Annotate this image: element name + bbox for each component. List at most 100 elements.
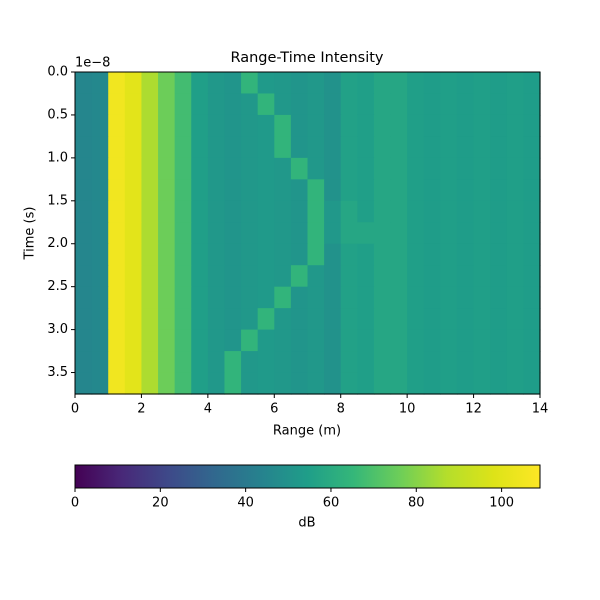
heatmap-cell bbox=[290, 222, 309, 245]
heatmap-cell bbox=[307, 72, 325, 95]
heatmap-cell bbox=[191, 329, 209, 352]
heatmap-cell bbox=[307, 243, 325, 266]
heatmap-cell bbox=[274, 286, 292, 309]
heatmap-cell bbox=[490, 265, 508, 288]
heatmap-cell bbox=[506, 265, 524, 288]
heatmap-cell bbox=[207, 329, 226, 352]
heatmap-cell bbox=[191, 265, 209, 288]
heatmap-cell bbox=[141, 114, 159, 137]
heatmap-cell bbox=[506, 351, 524, 374]
heatmap-cell bbox=[207, 72, 226, 95]
heatmap-cell bbox=[506, 136, 524, 159]
heatmap-cell bbox=[241, 93, 259, 116]
heatmap-cell bbox=[523, 222, 541, 245]
heatmap-cell bbox=[390, 222, 408, 245]
heatmap-cell bbox=[124, 372, 143, 395]
heatmap-cell bbox=[290, 114, 309, 137]
heatmap-cell bbox=[241, 372, 259, 395]
heatmap-cell bbox=[141, 243, 159, 266]
heatmap-cell bbox=[207, 286, 226, 309]
heatmap-cell bbox=[158, 114, 176, 137]
heatmap-cell bbox=[257, 222, 275, 245]
colorbar-tick-label: 100 bbox=[489, 496, 514, 511]
heatmap-cell bbox=[224, 136, 242, 159]
heatmap-cell bbox=[340, 72, 358, 95]
heatmap-cell bbox=[456, 72, 475, 95]
heatmap-cell bbox=[473, 243, 491, 266]
heatmap-cell bbox=[174, 286, 192, 309]
chart-title: Range-Time Intensity bbox=[230, 50, 383, 66]
heatmap-cell bbox=[207, 157, 226, 180]
heatmap-cell bbox=[490, 72, 508, 95]
heatmap-cell bbox=[473, 72, 491, 95]
heatmap-cell bbox=[290, 157, 309, 180]
heatmap-cell bbox=[124, 351, 143, 374]
y-axis-label: Time (s) bbox=[23, 207, 38, 261]
heatmap-cell bbox=[124, 72, 143, 95]
heatmap-cell bbox=[423, 179, 441, 202]
heatmap-cell bbox=[241, 72, 259, 95]
heatmap-cell bbox=[91, 308, 109, 331]
heatmap-cell bbox=[141, 372, 159, 395]
heatmap-cell bbox=[423, 200, 441, 223]
heatmap-cell bbox=[423, 93, 441, 116]
heatmap-cell bbox=[407, 136, 425, 159]
heatmap-cell bbox=[423, 222, 441, 245]
heatmap-cell bbox=[473, 265, 491, 288]
heatmap-cell bbox=[407, 265, 425, 288]
heatmap-cell bbox=[75, 265, 93, 288]
x-tick-label: 4 bbox=[204, 402, 212, 417]
heatmap-cell bbox=[290, 308, 309, 331]
heatmap-cell bbox=[456, 200, 475, 223]
heatmap-cell bbox=[91, 351, 109, 374]
heatmap-cell bbox=[191, 286, 209, 309]
heatmap-cell bbox=[357, 93, 375, 116]
heatmap-cell bbox=[257, 93, 275, 116]
heatmap-cell bbox=[224, 329, 242, 352]
heatmap-cell bbox=[257, 286, 275, 309]
heatmap-cell bbox=[390, 200, 408, 223]
heatmap-cell bbox=[473, 114, 491, 137]
heatmap-cell bbox=[324, 72, 342, 95]
heatmap-cell bbox=[108, 136, 126, 159]
heatmap-cell bbox=[307, 200, 325, 223]
heatmap-cell bbox=[274, 265, 292, 288]
heatmap-cell bbox=[324, 157, 342, 180]
heatmap-cell bbox=[124, 286, 143, 309]
colorbar-tick-label: 40 bbox=[237, 496, 254, 511]
heatmap-cell bbox=[473, 308, 491, 331]
heatmap-cell bbox=[523, 286, 541, 309]
x-tick-label: 14 bbox=[532, 402, 549, 417]
heatmap-cell bbox=[174, 351, 192, 374]
heatmap-cell bbox=[257, 157, 275, 180]
heatmap-cell bbox=[307, 308, 325, 331]
heatmap-cell bbox=[108, 265, 126, 288]
heatmap-cell bbox=[174, 136, 192, 159]
heatmap-cell bbox=[224, 372, 242, 395]
heatmap-cell bbox=[506, 372, 524, 395]
y-tick-label: 1.0 bbox=[47, 150, 68, 165]
heatmap-cell bbox=[456, 179, 475, 202]
heatmap-cell bbox=[75, 136, 93, 159]
heatmap-cell bbox=[456, 222, 475, 245]
heatmap-cell bbox=[158, 157, 176, 180]
heatmap-cell bbox=[340, 157, 358, 180]
heatmap-cell bbox=[307, 286, 325, 309]
heatmap-cell bbox=[124, 136, 143, 159]
heatmap-cell bbox=[141, 179, 159, 202]
heatmap-cell bbox=[473, 222, 491, 245]
heatmap-cell bbox=[390, 308, 408, 331]
heatmap-cell bbox=[440, 372, 458, 395]
heatmap-cell bbox=[141, 265, 159, 288]
heatmap-cell bbox=[407, 329, 425, 352]
heatmap-cell bbox=[191, 136, 209, 159]
heatmap-cell bbox=[158, 286, 176, 309]
y-tick-label: 3.5 bbox=[47, 365, 68, 380]
heatmap-cell bbox=[224, 93, 242, 116]
heatmap-cell bbox=[440, 329, 458, 352]
heatmap-cell bbox=[340, 351, 358, 374]
heatmap-cell bbox=[490, 372, 508, 395]
heatmap-cell bbox=[141, 308, 159, 331]
heatmap-cell bbox=[423, 265, 441, 288]
heatmap-cell bbox=[324, 308, 342, 331]
